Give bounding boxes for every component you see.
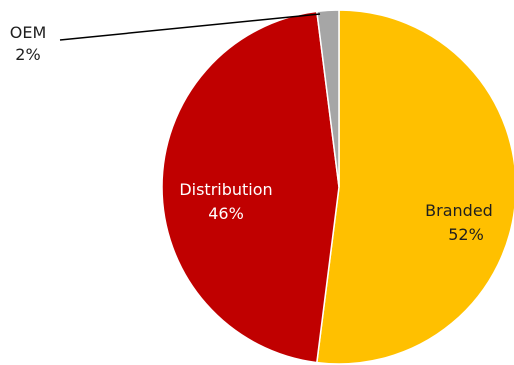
pie-slices [161, 9, 514, 365]
pie-slice-distribution [161, 10, 340, 364]
slice-label-distribution: Distribution [179, 180, 272, 199]
slice-value-oem: 2% [15, 45, 40, 64]
pie-slice-oem [315, 9, 340, 188]
slice-label-oem: OEM [10, 23, 47, 42]
oem-leader-line [59, 13, 321, 41]
pie-slice-branded [315, 9, 514, 365]
slice-label-branded: Branded [425, 201, 493, 220]
slice-value-branded: 52% [448, 225, 484, 244]
slice-value-distribution: 46% [208, 204, 244, 223]
